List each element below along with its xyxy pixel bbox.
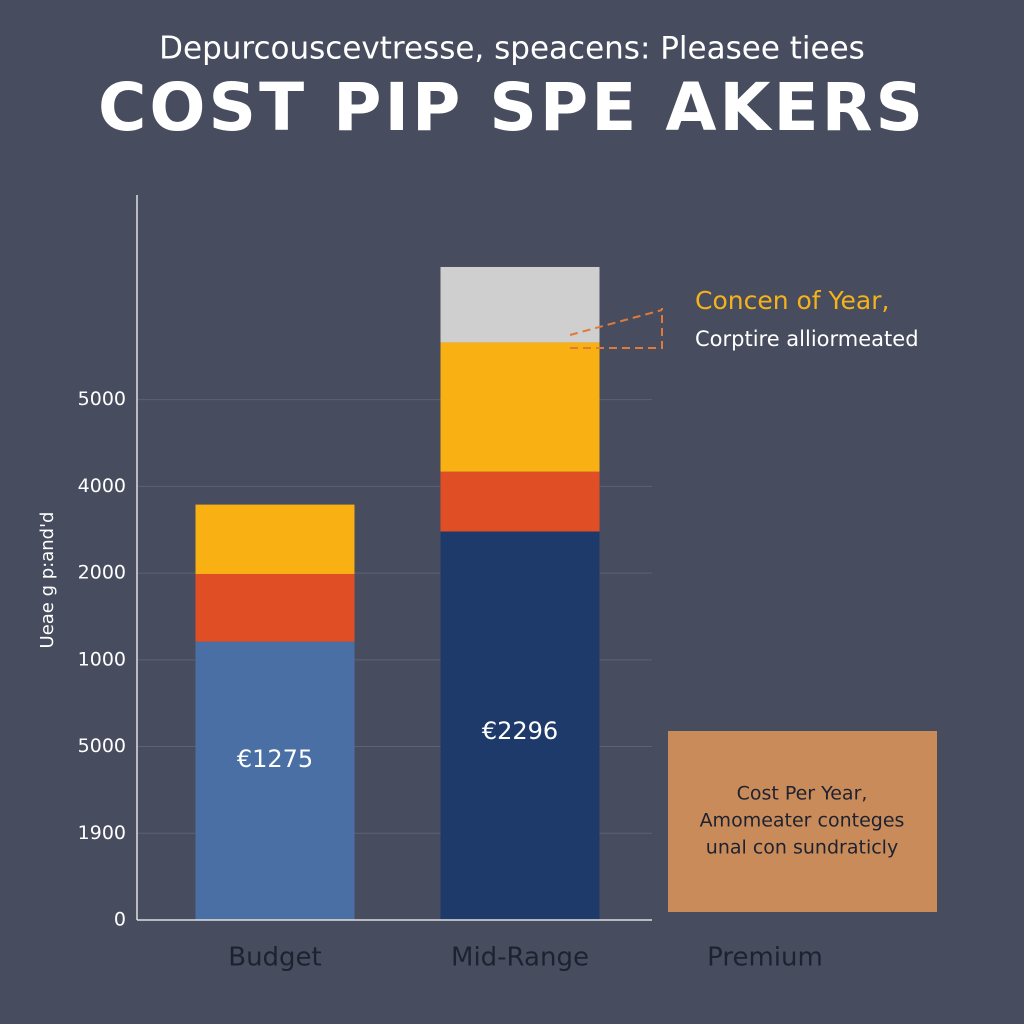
- callout-line: [569, 308, 663, 349]
- bars: [195, 266, 600, 920]
- value-annotation: €2296: [482, 717, 558, 745]
- bar-segment: [195, 573, 355, 642]
- callout-text: Corptire alliormeated: [695, 327, 919, 351]
- note-text: Cost Per Year,: [737, 783, 868, 805]
- y-tick-label: 4000: [78, 475, 126, 497]
- x-tick-label: Premium: [707, 943, 823, 973]
- callout-title: Concen of Year,: [695, 286, 889, 315]
- chart-subtitle: Depurcouscevtresse, speacens: Pleasee ti…: [159, 31, 865, 67]
- bar-segment: [440, 266, 600, 343]
- chart-title: COST PIP SPE AKERS: [98, 69, 926, 146]
- y-tick-label: 0: [114, 909, 126, 931]
- bar-segment: [440, 471, 600, 532]
- bar-segment: [195, 641, 355, 920]
- y-axis-label: Ueae g p:and'd: [37, 512, 58, 649]
- value-annotation: €1275: [237, 745, 313, 773]
- y-tick-label: 5000: [78, 388, 126, 410]
- bar-segment: [440, 342, 600, 472]
- bar-segment: [440, 531, 600, 920]
- bar-segment: [195, 504, 355, 574]
- y-tick-label: 1900: [78, 822, 126, 844]
- x-tick-label: Mid-Range: [451, 943, 589, 973]
- y-tick-label: 5000: [78, 735, 126, 757]
- y-tick-label: 1000: [78, 648, 126, 670]
- note-text: Amomeater conteges: [700, 810, 905, 832]
- x-tick-label: Budget: [228, 943, 322, 973]
- note-text: unal con sundraticly: [706, 837, 898, 859]
- y-tick-label: 2000: [78, 562, 126, 584]
- note-box: [668, 731, 937, 912]
